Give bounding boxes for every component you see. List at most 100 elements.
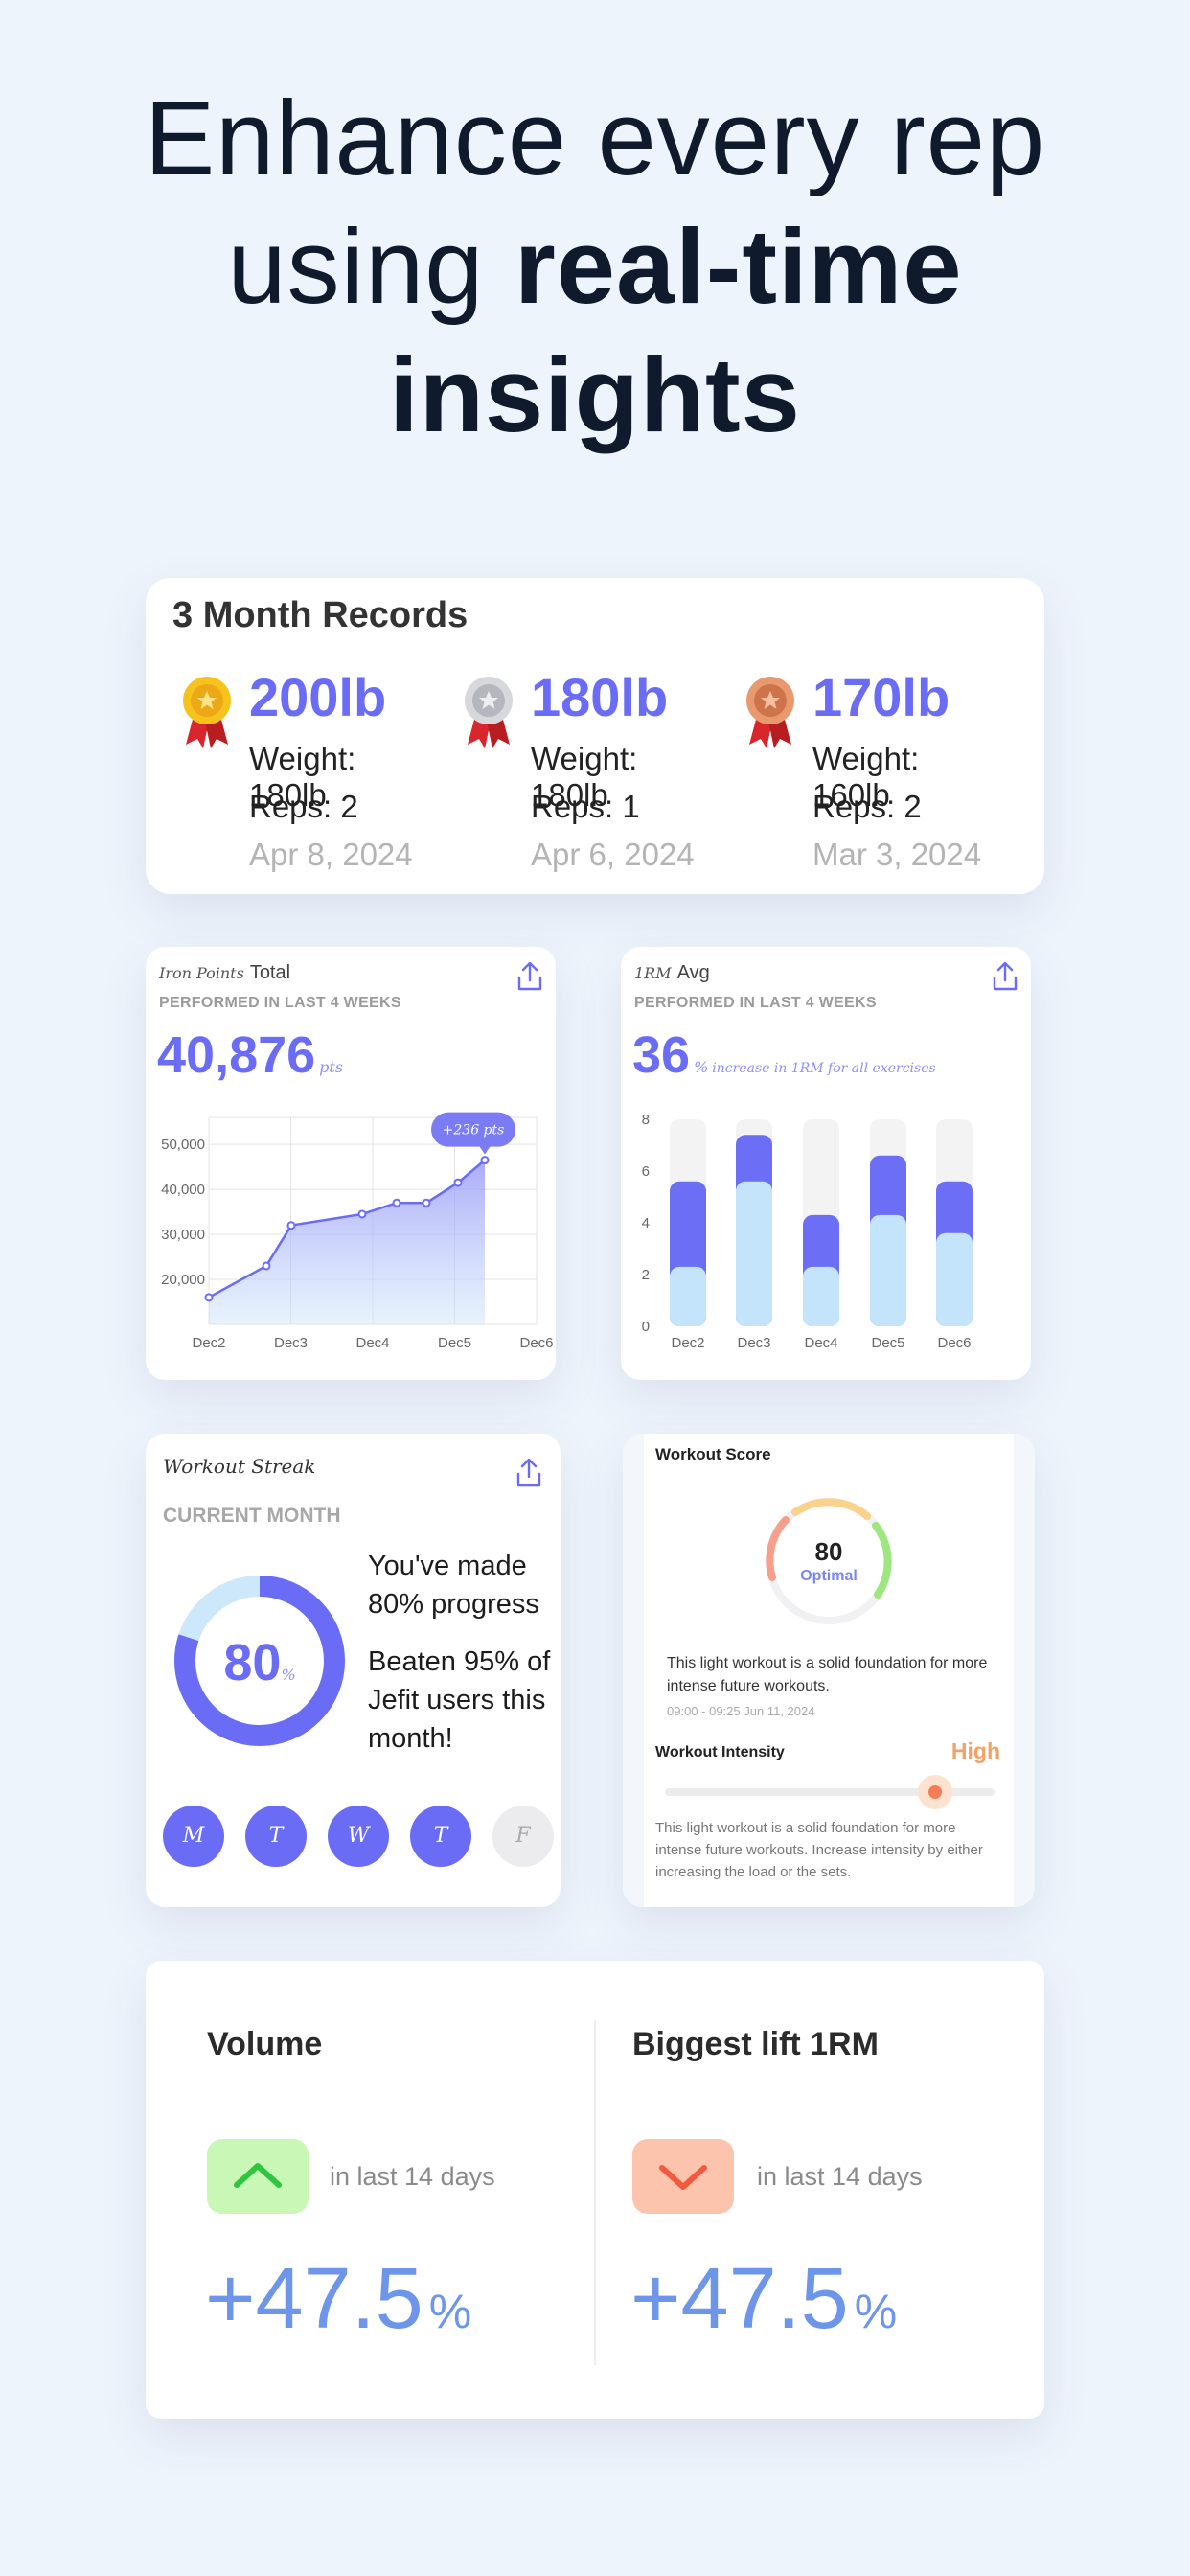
intensity-value: High (950, 1738, 1000, 1763)
day-circle-w[interactable]: W (328, 1806, 389, 1867)
volume-number: +47.5 (205, 2251, 423, 2347)
bar-inner (803, 1266, 839, 1326)
avg-caption: increase in 1RM for all exercises (712, 1061, 936, 1076)
y-tick-label: 40,000 (161, 1182, 205, 1198)
streak-number: 80 (223, 1634, 282, 1691)
intensity-label: Workout Intensity (655, 1744, 785, 1760)
score-timestamp: 09:00 - 09:25 Jun 11, 2024 (667, 1704, 815, 1718)
lift-period: in last 14 days (757, 2162, 923, 2191)
lift-number: +47.5 (630, 2251, 849, 2347)
lift-value: +47.5% (630, 2250, 897, 2349)
total-number: 40,876 (157, 1026, 316, 1084)
record-weight: Weight: 180lb (249, 741, 356, 813)
record-weight: Weight: 180lb (531, 741, 638, 813)
y-tick-label: 6 (642, 1163, 650, 1180)
workout-score-card: Workout Score 80 Optimal This light work… (623, 1434, 1035, 1907)
record-weight: Weight: 160lb (812, 741, 920, 813)
trend-down-badge (632, 2139, 734, 2214)
chevron-up-icon (234, 2163, 282, 2188)
x-tick-label: Dec2 (671, 1335, 704, 1351)
y-tick-label: 0 (642, 1319, 650, 1335)
data-point (422, 1198, 431, 1208)
x-tick-label: Dec2 (192, 1335, 225, 1351)
record-item: 200lb Weight: 180lb Reps: 2 Apr 8, 2024 (146, 667, 423, 885)
streak-message-1: You've made 80% progress (368, 1551, 539, 1620)
trend-up-badge (207, 2139, 309, 2214)
record-date: Mar 3, 2024 (812, 837, 982, 872)
day-circle-m[interactable]: M (163, 1806, 224, 1867)
volume-period: in last 14 days (330, 2162, 495, 2191)
chevron-down-icon (659, 2165, 707, 2190)
streak-message-2: Beaten 95% of Jefit users this month! (368, 1646, 551, 1754)
intensity-track (665, 1788, 995, 1796)
record-reps: Reps: 2 (812, 789, 922, 824)
data-point (286, 1221, 296, 1230)
record-date: Apr 6, 2024 (531, 837, 695, 872)
share-icon[interactable] (991, 960, 1019, 993)
avg-unit: % (694, 1058, 709, 1076)
intensity-slider-knob[interactable] (918, 1775, 953, 1809)
share-icon[interactable] (515, 1457, 543, 1489)
headline-line-1: Enhance every rep (144, 80, 1046, 197)
record-date: Apr 8, 2024 (249, 837, 413, 872)
records-card: 3 Month Records 200lb Weight: 180lb Reps… (146, 578, 1044, 894)
score-gauge (766, 1498, 892, 1624)
intensity-description: This light workout is a solid foundation… (655, 1820, 983, 1880)
day-circle-th[interactable]: T (410, 1806, 471, 1867)
callout-bubble (431, 1112, 515, 1147)
total-script-label: Iron Points (159, 964, 244, 982)
bar-inner (936, 1232, 973, 1326)
x-tick-label: Dec6 (519, 1335, 553, 1351)
y-tick-label: 2 (642, 1267, 650, 1283)
x-tick-label: Dec4 (355, 1335, 389, 1351)
data-point (392, 1198, 401, 1208)
total-label: Total (249, 962, 291, 983)
x-tick-label: Dec5 (438, 1335, 471, 1351)
callout-pointer (479, 1145, 491, 1155)
gold-medal-icon (183, 677, 231, 748)
data-point (204, 1293, 214, 1302)
avg-subtitle: PERFORMED IN LAST 4 WEEKS (634, 995, 877, 1011)
x-tick-label: Dec3 (274, 1335, 308, 1351)
headline-line-2: using real-time (0, 203, 1190, 332)
avg-number: 36 (632, 1026, 691, 1084)
record-value: 200lb (249, 667, 387, 727)
avg-value: 36% increase in 1RM for all exercises (632, 1025, 936, 1085)
avg-header: 1RM Avg (634, 962, 710, 984)
y-tick-label: 4 (642, 1215, 650, 1231)
lift-title: Biggest lift 1RM (632, 2026, 879, 2062)
avg-label: Avg (676, 962, 710, 983)
callout-label: +236 pts (443, 1123, 505, 1138)
record-value: 170lb (812, 667, 950, 727)
x-tick-label: Dec5 (871, 1335, 904, 1351)
lift-unit: % (854, 2285, 898, 2338)
data-point (453, 1178, 463, 1187)
total-area-chart: 20,000 30,000 40,000 50,000 Dec2 Dec3 Dec4 Dec5… (161, 1112, 554, 1351)
score-description: This light workout is a solid foundation… (667, 1655, 988, 1694)
day-circle-t[interactable]: T (245, 1806, 307, 1867)
streak-unit: % (281, 1666, 296, 1684)
record-item: 170lb Weight: 160lb Reps: 2 Mar 3, 2024 (709, 667, 987, 885)
area-fill (209, 1160, 485, 1324)
biggest-lift-section: Biggest lift 1RM in last 14 days +47.5% (573, 1961, 975, 2419)
streak-subtitle: CURRENT MONTH (163, 1505, 341, 1527)
intensity-knob-dot (928, 1785, 943, 1799)
summary-card: Volume in last 14 days +47.5% Biggest li… (146, 1961, 1044, 2419)
volume-title: Volume (207, 2026, 323, 2062)
share-icon[interactable] (515, 960, 544, 993)
score-title: Workout Score (655, 1445, 771, 1463)
divider (594, 2020, 596, 2365)
volume-value: +47.5% (205, 2250, 471, 2349)
bar-inner (670, 1266, 706, 1326)
volume-section: Volume in last 14 days +47.5% (146, 1961, 548, 2419)
day-circle-f[interactable]: F (492, 1806, 554, 1867)
bronze-medal-icon (746, 677, 794, 748)
score-panel: Workout Score 80 Optimal This light work… (644, 1434, 1014, 1907)
x-tick-label: Dec3 (737, 1335, 770, 1351)
record-reps: Reps: 1 (531, 789, 640, 824)
total-header: Iron Points Total (159, 962, 290, 984)
headline-plain: using (227, 208, 515, 326)
data-point (262, 1261, 271, 1271)
area-line (208, 1159, 486, 1299)
score-status: Optimal (800, 1568, 858, 1584)
